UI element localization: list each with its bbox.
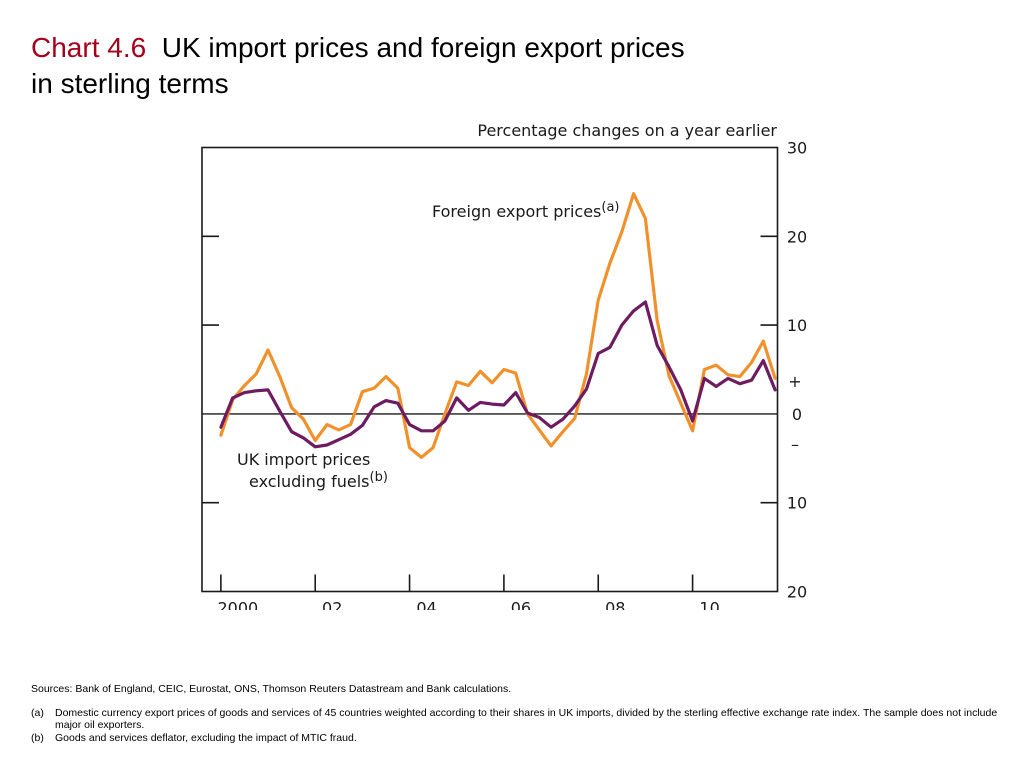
foreign-export-annotation: Foreign export prices(a) — [432, 200, 620, 221]
x-tick-label: 08 — [605, 599, 625, 611]
footnote-b-text: Goods and services deflator, excluding t… — [55, 731, 357, 744]
y-tick-label: 0 — [792, 405, 802, 424]
y-tick-label: 10 — [787, 494, 807, 513]
x-tick-label: 02 — [322, 599, 342, 611]
footnote-b: (b) Goods and services deflator, excludi… — [31, 732, 1006, 745]
y-axis: 30 20 10 0 10 20 — [202, 139, 807, 602]
plus-sign: + — [788, 372, 801, 391]
x-tick-label: 06 — [511, 599, 531, 611]
chart-title-line2: in sterling terms — [31, 68, 229, 99]
x-axis: 2000 02 04 06 08 10 — [218, 574, 720, 611]
x-tick-label: 04 — [416, 599, 436, 611]
y-tick-label: 10 — [787, 316, 807, 335]
notes: Sources: Bank of England, CEIC, Eurostat… — [31, 683, 1006, 744]
minus-sign: – — [791, 435, 799, 454]
uk-import-annotation: UK import prices excluding fuels(b) — [237, 450, 388, 491]
footnote-a-text: Domestic currency export prices of goods… — [55, 706, 998, 732]
y-tick-label: 20 — [787, 583, 807, 602]
units-label: Percentage changes on a year earlier — [477, 121, 777, 140]
series-layer — [219, 192, 777, 459]
x-tick-label: 10 — [699, 599, 719, 611]
y-tick-label: 20 — [787, 227, 807, 246]
line-chart: Percentage changes on a year earlier 30 2… — [201, 121, 807, 611]
sources-note: Sources: Bank of England, CEIC, Eurostat… — [31, 683, 512, 695]
footnote-a-mark: (a) — [31, 706, 44, 719]
y-tick-label: 30 — [787, 139, 807, 158]
chart-title: Chart 4.6 UK import prices and foreign e… — [31, 30, 931, 102]
chart-title-line1: UK import prices and foreign export pric… — [161, 32, 685, 63]
footnote-a: (a) Domestic currency export prices of g… — [31, 707, 1006, 732]
uk-import-prices-line — [219, 300, 777, 449]
chart-number: Chart 4.6 — [31, 32, 147, 63]
plot-frame — [201, 146, 779, 593]
x-tick-label: 2000 — [218, 599, 259, 611]
foreign-export-prices-line — [219, 192, 777, 459]
footnote-b-mark: (b) — [31, 731, 44, 744]
annotation-layer: Foreign export prices(a) UK import prices… — [237, 200, 620, 491]
